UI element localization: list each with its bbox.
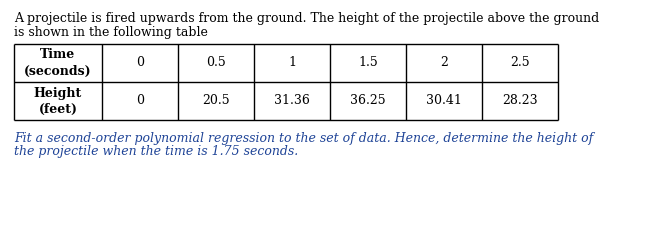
- Text: 2.5: 2.5: [511, 57, 530, 69]
- Text: 0: 0: [136, 94, 144, 108]
- Text: Fit a second-order polynomial regression to the set of data. Hence, determine th: Fit a second-order polynomial regression…: [14, 132, 593, 145]
- Text: 36.25: 36.25: [350, 94, 386, 108]
- Text: Time
(seconds): Time (seconds): [24, 49, 91, 77]
- Text: 1: 1: [288, 57, 296, 69]
- Text: 0: 0: [136, 57, 144, 69]
- Text: is shown in the following table: is shown in the following table: [14, 26, 208, 39]
- Text: 0.5: 0.5: [206, 57, 226, 69]
- Text: 20.5: 20.5: [202, 94, 230, 108]
- Text: 31.36: 31.36: [274, 94, 310, 108]
- Text: 2: 2: [440, 57, 448, 69]
- Text: Height
(feet): Height (feet): [34, 86, 82, 116]
- Text: 30.41: 30.41: [426, 94, 462, 108]
- Text: A projectile is fired upwards from the ground. The height of the projectile abov: A projectile is fired upwards from the g…: [14, 12, 599, 25]
- Text: 28.23: 28.23: [502, 94, 538, 108]
- Text: 1.5: 1.5: [358, 57, 378, 69]
- Text: the projectile when the time is 1.75 seconds.: the projectile when the time is 1.75 sec…: [14, 145, 298, 158]
